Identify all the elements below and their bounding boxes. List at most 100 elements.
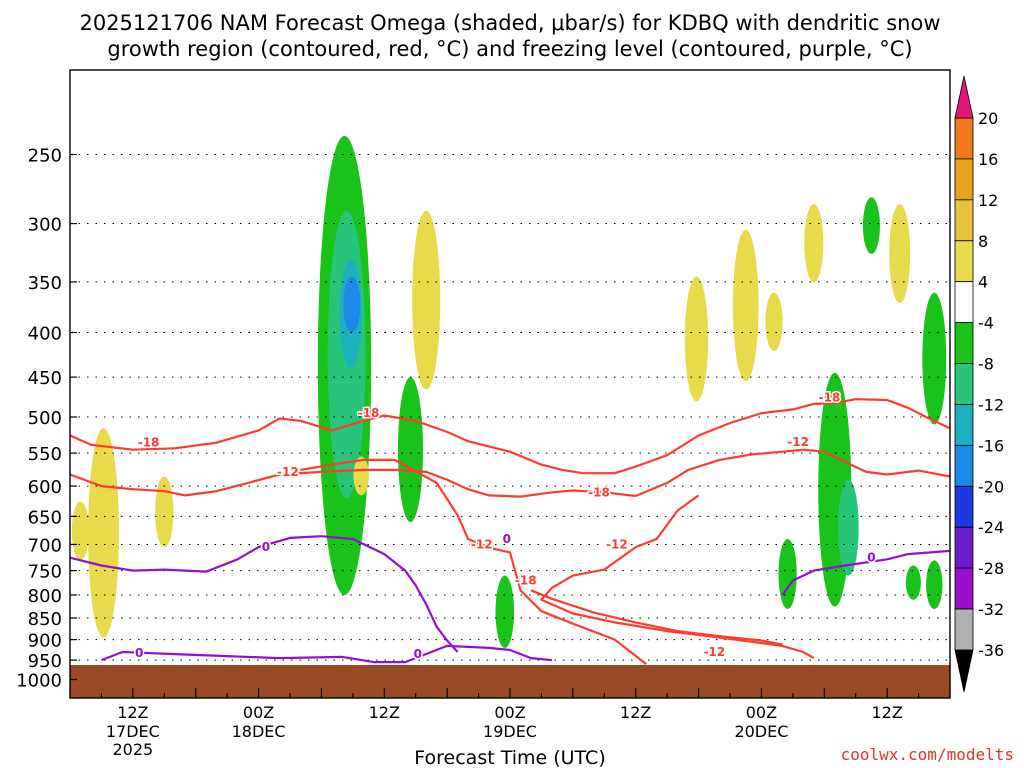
y-tick-label: 550 xyxy=(28,444,62,465)
colorbar-label: -12 xyxy=(978,395,1004,414)
y-tick-label: 900 xyxy=(28,631,62,652)
colorbar-swatch xyxy=(954,117,974,160)
omega-region xyxy=(804,204,824,282)
y-tick-label: 250 xyxy=(28,146,62,167)
contour-label: -12 xyxy=(277,465,299,479)
contour-label: 0 xyxy=(135,646,143,660)
contour-label: 0 xyxy=(867,551,875,565)
x-tick-label: 00Z xyxy=(243,703,274,722)
contour-label: -12 xyxy=(787,435,809,449)
y-tick-label: 850 xyxy=(28,609,62,630)
colorbar-label: -28 xyxy=(978,559,1004,578)
y-tick-label: 600 xyxy=(28,477,62,498)
colorbar-label: 20 xyxy=(978,109,998,128)
colorbar-label: 8 xyxy=(978,232,988,251)
omega-region xyxy=(343,276,361,333)
contour-line xyxy=(101,644,553,664)
colorbar-swatch xyxy=(954,567,974,610)
omega-region xyxy=(732,229,759,382)
contour-label: -12 xyxy=(703,645,725,659)
y-tick-label: 750 xyxy=(28,562,62,583)
plot-area: -18 -18 -18 -18 -18 -12 -12 -12 -12 -12 0 0 0 0 0 xyxy=(69,69,951,699)
contour-line xyxy=(69,398,951,475)
omega-region xyxy=(889,204,911,303)
omega-region xyxy=(412,210,441,390)
omega-region xyxy=(71,501,90,561)
colorbar-swatch xyxy=(954,240,974,283)
chart-title-line2: growth region (contoured, red, °C) and f… xyxy=(107,37,912,61)
omega-region xyxy=(397,377,424,523)
colorbar-label: -8 xyxy=(978,355,994,374)
x-tick-date: 17DEC xyxy=(106,722,160,741)
colorbar-label: 4 xyxy=(978,273,988,292)
y-tick-label: 650 xyxy=(28,507,62,528)
y-tick-label: 450 xyxy=(28,368,62,389)
colorbar-swatch xyxy=(954,363,974,405)
contour-label: -18 xyxy=(819,391,841,405)
colorbar-label: -16 xyxy=(978,436,1004,455)
colorbar-label: 16 xyxy=(978,150,998,169)
omega-region xyxy=(922,292,947,425)
colorbar-bottom-arrow xyxy=(954,649,974,693)
omega-region xyxy=(926,560,943,609)
contour-label: -18 xyxy=(138,436,160,450)
colorbar-swatch xyxy=(954,281,974,324)
colorbar-swatch xyxy=(954,199,974,242)
contour-label: 0 xyxy=(262,540,270,554)
colorbar-swatch xyxy=(954,526,974,569)
omega-region xyxy=(862,197,880,254)
contour-line xyxy=(300,458,647,665)
contour-label: 0 xyxy=(503,532,511,546)
colorbar-swatch xyxy=(954,608,974,651)
credit-text[interactable]: coolwx.com/modelts xyxy=(841,745,1014,764)
contour-line xyxy=(781,549,951,596)
x-tick-label: 12Z xyxy=(117,703,148,722)
colorbar-label: -20 xyxy=(978,477,1004,496)
colorbar-top-arrow xyxy=(954,75,974,119)
x-tick-label: 00Z xyxy=(494,703,525,722)
x-tick-label: 12Z xyxy=(871,703,902,722)
omega-region xyxy=(684,276,709,402)
contour-line xyxy=(69,468,636,498)
colorbar: 20 16 12 8 4 -4 -8 -12 -16 -20 -24 -28 -32 -36 xyxy=(954,75,1004,693)
omega-region xyxy=(765,292,783,351)
x-tick-label: 00Z xyxy=(746,703,777,722)
contour-label: -18 xyxy=(358,406,380,420)
contour-line xyxy=(635,448,951,498)
omega-region xyxy=(353,456,369,496)
x-axis-label: Forecast Time (UTC) xyxy=(414,747,605,768)
colorbar-swatch xyxy=(954,158,974,201)
omega-region xyxy=(838,479,859,576)
omega-region xyxy=(495,575,515,648)
contour-label: -18 xyxy=(515,574,537,588)
y-tick-label: 1000 xyxy=(16,671,62,692)
contour-label: 0 xyxy=(414,647,422,661)
chart-title-line1: 2025121706 NAM Forecast Omega (shaded, μ… xyxy=(79,11,940,35)
omega-region xyxy=(905,565,921,600)
omega-region xyxy=(778,538,797,609)
contour-line xyxy=(69,535,459,653)
colorbar-label: -4 xyxy=(978,314,994,333)
x-tick-date: 19DEC xyxy=(483,722,537,741)
x-tick-label: 12Z xyxy=(620,703,651,722)
y-axis: 2503003504004505005506006507007508008509… xyxy=(16,146,77,692)
y-tick-label: 800 xyxy=(28,586,62,607)
contour-label: -12 xyxy=(471,537,493,551)
colorbar-label: -32 xyxy=(978,600,1004,619)
x-tick-date: 20DEC xyxy=(734,722,788,741)
y-tick-label: 500 xyxy=(28,408,62,429)
y-tick-label: 350 xyxy=(28,273,62,294)
y-tick-label: 300 xyxy=(28,215,62,236)
colorbar-swatch xyxy=(954,322,974,364)
x-tick-year: 2025 xyxy=(112,740,153,759)
y-tick-label: 700 xyxy=(28,535,62,556)
colorbar-label: -24 xyxy=(978,518,1004,537)
colorbar-swatch xyxy=(954,444,974,487)
y-tick-label: 950 xyxy=(28,651,62,672)
colorbar-label: 12 xyxy=(978,191,998,210)
colorbar-swatch xyxy=(954,485,974,528)
colorbar-swatch xyxy=(954,404,974,446)
y-tick-label: 400 xyxy=(28,324,62,345)
omega-region xyxy=(88,428,119,638)
